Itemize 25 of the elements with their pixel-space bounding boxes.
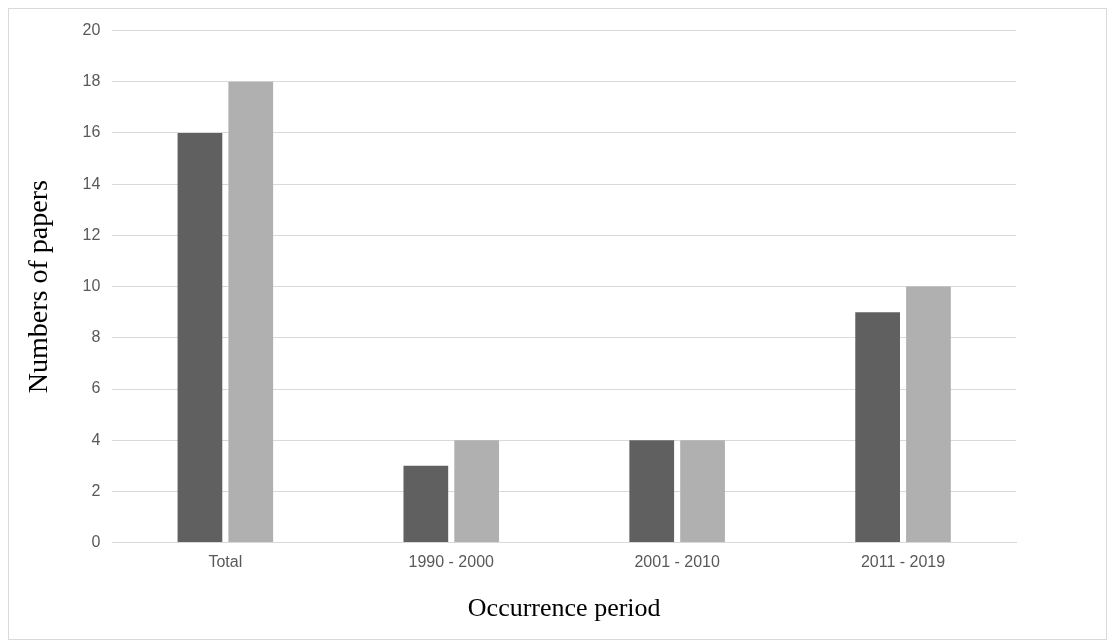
y-tick-label: 18	[82, 72, 101, 90]
y-tick-label: 2	[91, 481, 101, 499]
y-tick-label: 14	[82, 174, 101, 192]
x-tick-label: 2001 - 2010	[634, 552, 720, 570]
y-tick-label: 10	[82, 277, 101, 295]
bar	[680, 440, 725, 543]
y-tick-label: 6	[91, 379, 101, 397]
x-tick-label: Total	[208, 552, 243, 570]
bar	[906, 286, 951, 543]
bar	[855, 312, 900, 543]
bar	[228, 81, 274, 543]
x-tick-label: 1990 - 2000	[408, 552, 495, 570]
y-tick-label: 12	[82, 225, 101, 243]
x-axis-title: Occurrence period	[467, 593, 661, 623]
y-tick-label: 0	[91, 533, 101, 551]
bar	[403, 465, 449, 543]
bar	[629, 440, 675, 543]
y-tick-label: 20	[82, 21, 101, 39]
bar	[177, 133, 223, 543]
y-tick-label: 16	[82, 123, 101, 141]
bar	[454, 440, 500, 543]
y-axis-title: Numbers of papers	[22, 180, 54, 394]
x-tick-label: 2011 - 2019	[860, 552, 946, 570]
y-tick-label: 4	[91, 430, 101, 448]
y-tick-label: 8	[91, 328, 101, 346]
